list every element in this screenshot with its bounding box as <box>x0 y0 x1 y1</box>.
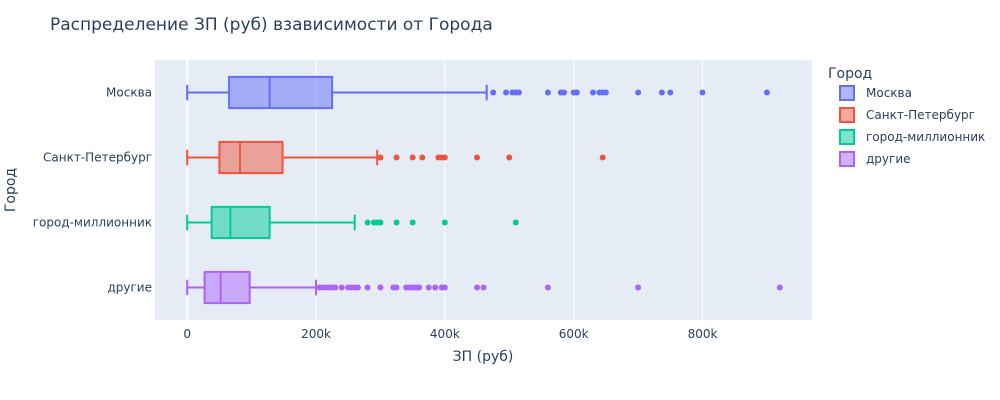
iqr-box <box>203 270 251 305</box>
legend-label: Москва <box>866 86 912 100</box>
outlier-point <box>377 154 384 161</box>
outlier-point <box>699 89 706 96</box>
outlier-point <box>393 284 400 291</box>
y-tick-label: Москва <box>106 86 152 100</box>
y-tick-label: город-миллионник <box>33 216 152 230</box>
outlier-point <box>364 219 371 226</box>
outlier-point <box>503 89 510 96</box>
outlier-point <box>544 284 551 291</box>
legend-label: Санкт-Петербург <box>866 108 975 122</box>
outlier-point <box>354 284 361 291</box>
outlier-point <box>416 284 423 291</box>
outlier-point <box>377 284 384 291</box>
outlier-point <box>667 89 674 96</box>
legend-swatch <box>839 129 855 145</box>
legend-title: Город <box>828 66 872 82</box>
iqr-box <box>228 75 334 110</box>
outlier-point <box>441 219 448 226</box>
legend-label: другие <box>866 152 911 166</box>
iqr-box <box>218 140 284 175</box>
legend[interactable]: Город Москва Санкт-Петербург город-миллион… <box>828 66 985 167</box>
outlier-point <box>590 89 596 96</box>
outlier-point <box>332 284 339 291</box>
legend-item[interactable]: Санкт-Петербург <box>839 107 975 123</box>
outlier-point <box>544 89 551 96</box>
outlier-point <box>338 284 345 291</box>
outlier-point <box>364 284 371 291</box>
y-tick-label: другие <box>107 281 152 295</box>
outlier-point <box>425 284 432 291</box>
outlier-point <box>515 89 522 96</box>
outlier-point <box>512 219 519 226</box>
legend-swatch <box>839 151 855 167</box>
outlier-point <box>474 154 481 161</box>
outlier-point <box>393 154 400 161</box>
x-axis-title: ЗП (руб) <box>453 349 514 365</box>
outlier-point <box>599 154 606 161</box>
y-axis-title: Город <box>3 168 19 212</box>
legend-item[interactable]: другие <box>839 151 911 167</box>
y-tick-label: Санкт-Петербург <box>43 151 152 165</box>
legend-item[interactable]: город-миллионник <box>839 129 985 145</box>
outlier-point <box>432 284 439 291</box>
outlier-point <box>490 89 497 96</box>
outlier-point <box>441 154 448 161</box>
outlier-point <box>635 284 642 291</box>
outlier-point <box>393 219 400 226</box>
outlier-point <box>474 284 481 291</box>
x-tick-label: 600k <box>559 327 589 341</box>
legend-item[interactable]: Москва <box>839 85 912 101</box>
outlier-point <box>419 154 426 161</box>
x-tick-label: 800k <box>688 327 718 341</box>
outlier-point <box>506 154 513 161</box>
outlier-point <box>409 154 416 161</box>
legend-swatch <box>839 85 855 101</box>
outlier-point <box>602 89 609 96</box>
outlier-point <box>409 219 416 226</box>
box-1[interactable] <box>186 75 770 110</box>
x-tick-label: 0 <box>183 327 191 341</box>
box-series <box>186 75 783 305</box>
iqr-box <box>210 205 271 240</box>
outlier-point <box>561 89 568 96</box>
outlier-point <box>480 284 487 291</box>
legend-label: город-миллионник <box>866 130 985 144</box>
x-axis-ticks: 0 200k 400k 600k 800k <box>183 327 717 341</box>
outlier-point <box>658 89 665 96</box>
box-4[interactable] <box>186 270 783 305</box>
outlier-point <box>763 89 770 96</box>
outlier-point <box>573 89 580 96</box>
box-3[interactable] <box>186 205 519 240</box>
legend-swatch <box>839 107 855 123</box>
outlier-point <box>635 89 642 96</box>
x-tick-label: 400k <box>430 327 460 341</box>
outlier-point <box>441 284 448 291</box>
outlier-point <box>377 219 384 226</box>
box-2[interactable] <box>186 140 606 175</box>
chart-title: Распределение ЗП (руб) взависимости от Г… <box>50 15 493 35</box>
y-axis-ticks: Москва Санкт-Петербург город-миллионник дру… <box>33 86 152 295</box>
x-tick-label: 200k <box>301 327 331 341</box>
outlier-point <box>776 284 783 291</box>
